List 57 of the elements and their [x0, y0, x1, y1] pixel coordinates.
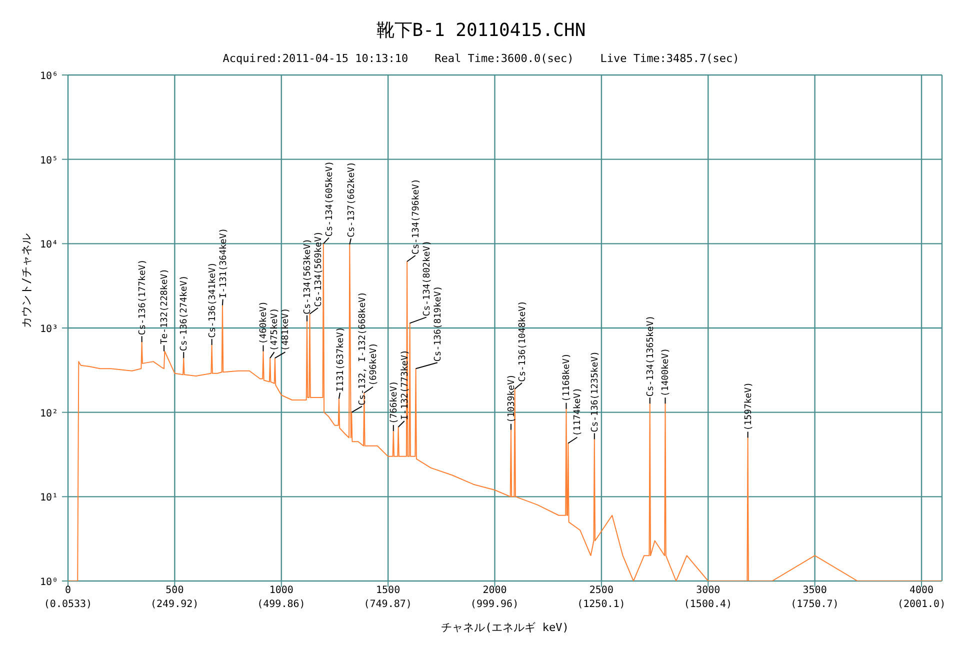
- annotation: Cs-136(1048keV): [518, 300, 528, 382]
- y-tick-label: 10¹: [40, 492, 58, 504]
- annotation: Cs-137(662keV): [346, 162, 357, 238]
- y-tick-label: 10²: [40, 408, 58, 420]
- x2-tick-label: (499.86): [257, 599, 306, 610]
- annotation: Cs-134(796keV): [411, 178, 422, 254]
- y-tick-label: 10⁴: [40, 240, 58, 251]
- annotation: I-131(364keV): [218, 228, 229, 298]
- x2-tick-label: (1500.4): [684, 599, 732, 610]
- annotation: Cs-134(569keV): [314, 231, 324, 307]
- annotation: Cs-134(605keV): [324, 160, 335, 237]
- x-tick-label: 1000: [269, 585, 294, 596]
- annotation: (1597keV): [744, 382, 754, 431]
- annotation: Cs-136(341keV): [208, 262, 218, 338]
- y-axis-title: カウント/チャネル: [20, 233, 33, 328]
- x2-tick-label: (1750.7): [790, 599, 839, 610]
- annotation: Cs-134(1365keV): [646, 315, 656, 397]
- x2-tick-label: (0.0533): [44, 599, 92, 610]
- x-tick-label: 2000: [482, 585, 507, 596]
- y-tick-label: 10⁰: [40, 577, 58, 588]
- chart-title: 靴下B-1 20110415.CHN: [375, 19, 587, 42]
- annotation: Cs-136(274keV): [180, 275, 190, 352]
- annotation: Cs-136(177keV): [138, 259, 148, 336]
- annotation: I131(637keV): [336, 326, 346, 392]
- x2-tick-label: (249.92): [150, 599, 199, 610]
- y-tick-label: 10⁶: [40, 71, 58, 82]
- x-tick-label: 3000: [696, 585, 720, 596]
- x-tick-label: 500: [166, 585, 184, 596]
- annotation: Te-132(228keV): [160, 268, 170, 344]
- annotation: (1400keV): [661, 348, 672, 397]
- x-tick-label: 1500: [376, 585, 400, 596]
- x-tick-label: 3500: [802, 585, 827, 596]
- annotation: Cs-136(819keV): [433, 286, 444, 362]
- annotation: (475keV): [270, 308, 280, 352]
- annotation: (766keV): [389, 380, 400, 424]
- x2-tick-label: (1250.1): [577, 599, 626, 610]
- x2-tick-label: (999.96): [470, 599, 519, 610]
- annotation: (1174keV): [573, 387, 584, 436]
- annotation: Cs-134(802keV): [422, 240, 432, 316]
- annotation: (1039keV): [506, 374, 517, 423]
- annotation: (696keV): [368, 342, 379, 386]
- y-tick-label: 10³: [40, 324, 58, 335]
- annotation: (460keV): [259, 300, 270, 344]
- annotation: I-132(773keV): [400, 350, 410, 420]
- annotation: Cs-132, I-132(668keV): [358, 292, 368, 406]
- annotation: Cs-136(1235keV): [590, 350, 600, 432]
- annotation: (481keV): [281, 308, 292, 352]
- annotation: (1168keV): [562, 353, 572, 402]
- y-tick-label: 10⁵: [40, 155, 58, 166]
- x-axis-title: チャネル(エネルギ keV): [441, 621, 569, 634]
- x-tick-label: 2500: [589, 585, 614, 596]
- chart-subtitle: Acquired:2011-04-15 10:13:10 Real Time:3600.0(sec) Live Time:3485.7(sec): [222, 51, 740, 65]
- x2-tick-label: (749.87): [364, 599, 412, 610]
- annotation: Cs-134(563keV): [302, 238, 313, 314]
- x-tick-label: 4000: [909, 585, 934, 596]
- x2-tick-label: (2001.0): [897, 599, 946, 610]
- x-tick-label: 0: [64, 585, 72, 596]
